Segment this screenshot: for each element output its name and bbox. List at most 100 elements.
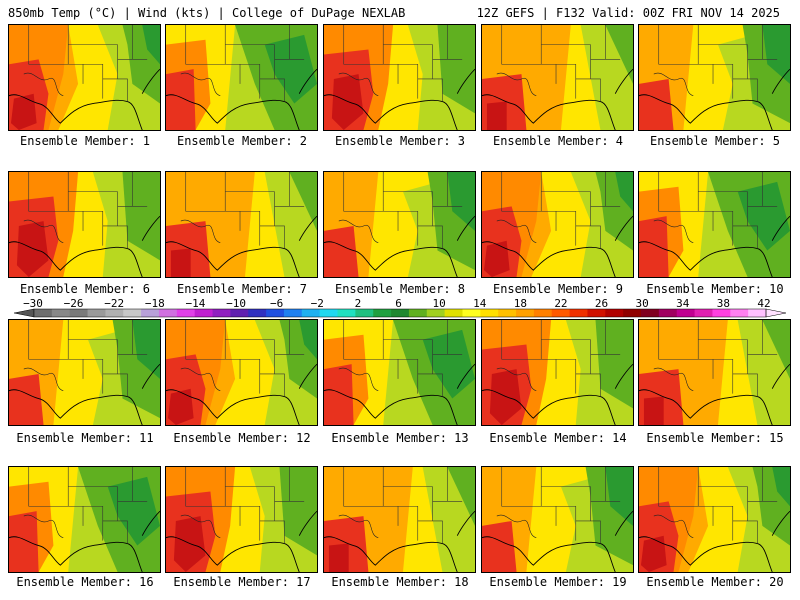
temperature-shading-5 xyxy=(170,248,191,277)
ensemble-member-label: Ensemble Member: 2 xyxy=(176,134,308,148)
ensemble-member-label: Ensemble Member: 4 xyxy=(492,134,624,148)
temperature-shading-7 xyxy=(10,93,37,130)
colorbar: −30 −26 −22 −18 −14 −10 −6 −2 2 6 10 14 18 22 26 30 34 38… xyxy=(0,296,800,320)
ensemble-member-label: Ensemble Member: 10 xyxy=(646,282,784,296)
state-borders xyxy=(185,172,305,249)
ensemble-member-label: Ensemble Member: 5 xyxy=(649,134,781,148)
colorbar-segment xyxy=(712,309,731,317)
coastline xyxy=(639,215,790,277)
temperature-shading-4 xyxy=(605,467,633,526)
coastline xyxy=(166,215,317,277)
temperature-field-map xyxy=(639,25,790,130)
colorbar-tick-label: −2 xyxy=(311,297,324,310)
temperature-shading-4 xyxy=(299,320,317,360)
temperature-field-map xyxy=(166,320,317,425)
temperature-shading-5 xyxy=(166,69,196,130)
coastline xyxy=(9,510,160,572)
temperature-shading-2 xyxy=(279,467,317,556)
colorbar-segment xyxy=(105,309,124,317)
ensemble-map-5 xyxy=(638,24,791,131)
temperature-contour xyxy=(180,514,221,538)
temperature-shading-3 xyxy=(289,172,317,231)
temperature-contour xyxy=(338,72,379,96)
colorbar-tick-label: −22 xyxy=(104,297,124,310)
temperature-field-map xyxy=(639,172,790,277)
temperature-field-map xyxy=(9,320,160,425)
coastline xyxy=(324,510,475,572)
colorbar-left-arrow xyxy=(13,308,35,318)
colorbar-segment xyxy=(426,309,446,317)
colorbar-segment xyxy=(176,309,196,317)
ensemble-member-label: Ensemble Member: 13 xyxy=(331,431,469,445)
temperature-field-map xyxy=(324,320,475,425)
colorbar-segment xyxy=(551,309,571,317)
state-borders xyxy=(343,25,463,102)
coastline xyxy=(482,215,633,277)
colorbar-tick-label: 10 xyxy=(432,297,445,310)
title-right: 12Z GEFS | F132 Valid: 00Z FRI NOV 14 20… xyxy=(476,6,780,20)
ensemble-map-3 xyxy=(323,24,476,131)
temperature-field-map xyxy=(324,25,475,130)
ensemble-member-label: Ensemble Member: 14 xyxy=(489,431,627,445)
colorbar-segment xyxy=(283,309,303,317)
colorbar-segment xyxy=(658,309,678,317)
colorbar-tick-label: 38 xyxy=(717,297,730,310)
colorbar-tick-label: 2 xyxy=(355,297,362,310)
colorbar-segment xyxy=(480,309,499,317)
ensemble-map-19 xyxy=(481,466,634,573)
state-borders xyxy=(343,172,463,249)
colorbar-segment xyxy=(694,309,713,317)
colorbar-segment xyxy=(34,309,53,317)
colorbar-segment xyxy=(87,309,106,317)
colorbar-tick-label: 22 xyxy=(554,297,567,310)
colorbar-tick-label: −30 xyxy=(23,297,43,310)
colorbar-segment xyxy=(533,309,553,317)
ensemble-member-label: Ensemble Member: 18 xyxy=(331,575,469,589)
colorbar-tick-label: 26 xyxy=(595,297,608,310)
coastline xyxy=(324,215,475,277)
coastline xyxy=(9,363,160,425)
temperature-shading-4 xyxy=(447,172,475,231)
colorbar-segment xyxy=(569,309,588,317)
temperature-field-map xyxy=(9,25,160,130)
coastline xyxy=(166,68,317,130)
colorbar-segment xyxy=(623,309,642,317)
temperature-contour xyxy=(496,514,537,538)
colorbar-tick-label: 34 xyxy=(676,297,690,310)
temperature-shading-3 xyxy=(737,181,790,251)
state-borders xyxy=(501,467,621,544)
temperature-shading-4 xyxy=(132,320,160,379)
state-borders xyxy=(28,25,148,102)
coastline xyxy=(639,68,790,130)
temperature-shading-5 xyxy=(324,225,359,277)
ensemble-map-14 xyxy=(481,319,634,426)
state-borders xyxy=(185,467,305,544)
temperature-contour xyxy=(653,72,694,96)
coastline xyxy=(482,363,633,425)
ensemble-map-18 xyxy=(323,466,476,573)
ensemble-map-2 xyxy=(165,24,318,131)
temperature-contour xyxy=(496,219,537,243)
temperature-field-map xyxy=(482,467,633,572)
colorbar-segment xyxy=(408,309,428,317)
colorbar-segment xyxy=(194,309,214,317)
state-borders xyxy=(658,320,778,397)
colorbar-segment xyxy=(676,309,696,317)
temperature-field-map xyxy=(482,320,633,425)
temperature-field-map xyxy=(166,25,317,130)
ensemble-member-label: Ensemble Member: 9 xyxy=(492,282,624,296)
colorbar-segment xyxy=(69,309,89,317)
temperature-shading-4 xyxy=(762,25,790,84)
ensemble-map-12 xyxy=(165,319,318,426)
state-borders xyxy=(658,467,778,544)
colorbar-segment xyxy=(730,309,749,317)
temperature-shading-5 xyxy=(482,520,517,572)
colorbar-svg: −30 −26 −22 −18 −14 −10 −6 −2 2 6 10 14 18 22 26 30 34 38… xyxy=(13,297,787,318)
temperature-shading-5 xyxy=(639,216,669,277)
colorbar-tick-label: 30 xyxy=(636,297,649,310)
temperature-field-map xyxy=(166,172,317,277)
colorbar-segment xyxy=(605,309,624,317)
colorbar-segment xyxy=(444,309,463,317)
temperature-contour xyxy=(23,219,64,243)
colorbar-segment xyxy=(123,309,142,317)
